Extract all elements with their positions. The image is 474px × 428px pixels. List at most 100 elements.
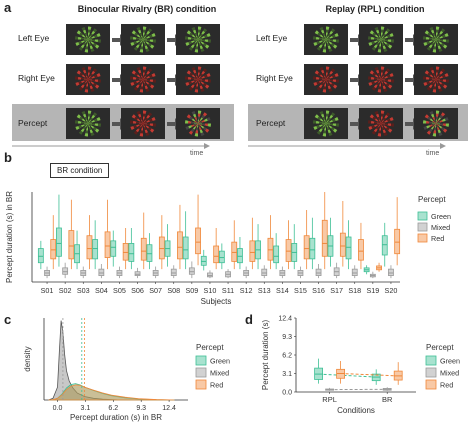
x-tick-label: S15 xyxy=(294,286,307,295)
stimulus-segment xyxy=(198,39,202,41)
stimulus-segment xyxy=(195,123,198,127)
stimulus-segment xyxy=(198,79,202,83)
box xyxy=(358,239,364,261)
x-tick-label: S03 xyxy=(77,286,90,295)
rpl-stimulus-tile-graphic xyxy=(368,110,394,137)
box xyxy=(381,235,388,256)
stimulus-segment xyxy=(326,123,330,127)
rpl-row-label-percept: Percept xyxy=(256,117,286,128)
stimulus-segment xyxy=(88,79,92,83)
legend-item: Mixed xyxy=(431,223,450,232)
stimulus-segment xyxy=(434,119,436,124)
br-stimulus-tile xyxy=(121,24,165,55)
y-axis-label: Percept duration (s) xyxy=(261,320,270,391)
box xyxy=(104,231,111,258)
box xyxy=(339,232,346,257)
box xyxy=(261,268,268,276)
stimulus-segment xyxy=(434,75,436,80)
stimulus-segment xyxy=(381,39,385,41)
stimulus-segment xyxy=(377,76,381,80)
rpl-stimulus-tile xyxy=(414,24,458,55)
box xyxy=(68,230,75,260)
panel-a-label: a xyxy=(4,0,12,15)
stimulus-segment xyxy=(432,39,436,42)
stimulus-segment xyxy=(377,79,381,82)
box xyxy=(394,228,401,255)
stimulus-segment xyxy=(377,122,381,124)
br-stimulus-tile xyxy=(66,64,110,95)
stimulus-segment xyxy=(323,123,326,127)
x-tick-label: S04 xyxy=(95,286,108,295)
legend-swatch xyxy=(425,379,437,390)
stimulus-segment xyxy=(381,119,383,124)
box xyxy=(188,267,195,275)
stimulus-segment xyxy=(198,76,201,80)
stimulus-segment xyxy=(141,119,143,124)
y-tick-label: 9.3 xyxy=(282,334,292,341)
stimulus-segment xyxy=(88,75,90,80)
stimulus-segment xyxy=(379,35,381,40)
box xyxy=(50,239,57,260)
legend-swatch xyxy=(195,355,207,366)
stimulus-segment xyxy=(436,37,440,40)
stimulus-segment xyxy=(198,123,202,127)
legend-title: Percept xyxy=(196,343,224,352)
stimulus-segment xyxy=(432,120,436,124)
x-tick-label: S12 xyxy=(240,286,253,295)
br-row-label-percept: Percept xyxy=(18,117,48,128)
box xyxy=(351,268,358,276)
stimulus-segment xyxy=(88,119,90,124)
br-stimulus-tile-graphic xyxy=(75,66,101,93)
x-tick-label: S11 xyxy=(222,286,234,295)
stimulus-segment xyxy=(381,36,384,40)
stimulus-segment xyxy=(139,36,143,40)
stimulus-segment xyxy=(326,75,328,80)
stimulus-segment xyxy=(381,77,385,80)
stimulus-segment xyxy=(143,123,147,127)
br-stimulus-tile-graphic xyxy=(185,66,211,93)
stimulus-segment xyxy=(198,79,202,81)
stimulus-segment xyxy=(322,123,326,126)
x-tick-label: S19 xyxy=(366,286,379,295)
stimulus-segment xyxy=(143,36,146,40)
box xyxy=(303,235,310,260)
stimulus-segment xyxy=(139,79,143,82)
stimulus-segment xyxy=(326,123,330,125)
stimulus-segment xyxy=(379,39,381,44)
legend-swatch xyxy=(195,379,207,390)
br-stimulus-tile-graphic xyxy=(75,26,101,53)
box xyxy=(56,227,62,257)
br-stimulus-tile xyxy=(121,64,165,95)
x-tick-label: S13 xyxy=(258,286,271,295)
stimulus-segment xyxy=(198,36,201,40)
br-stimulus-tile xyxy=(66,108,110,139)
rpl-stimulus-tile-graphic xyxy=(313,66,339,93)
box xyxy=(182,236,189,260)
stimulus-segment xyxy=(381,123,385,127)
stimulus-segment xyxy=(84,36,88,40)
x-tick-label: S17 xyxy=(330,286,343,295)
stimulus-segment xyxy=(436,119,438,124)
stimulus-segment xyxy=(88,77,92,80)
rpl-stimulus-tile xyxy=(414,108,458,139)
br-stimulus-tile xyxy=(176,108,220,139)
y-tick-label: 6.2 xyxy=(282,353,292,360)
stimulus-segment xyxy=(143,123,145,128)
stimulus-segment xyxy=(88,79,90,84)
stimulus-segment xyxy=(322,38,326,40)
stimulus-segment xyxy=(377,123,381,126)
stimulus-segment xyxy=(381,76,384,80)
rpl-row-label-right-eye: Right Eye xyxy=(256,72,293,83)
stimulus-segment xyxy=(436,123,440,127)
stimulus-segment xyxy=(436,120,439,124)
br-stimulus-tile-graphic xyxy=(130,110,156,137)
x-axis-label: Subjects xyxy=(201,297,232,306)
box xyxy=(98,268,105,276)
box xyxy=(62,267,69,275)
box xyxy=(267,237,274,261)
box xyxy=(207,272,213,278)
stimulus-segment xyxy=(143,76,146,80)
stimulus-segment xyxy=(143,37,147,40)
stimulus-segment xyxy=(196,119,198,124)
legend-item: Mixed xyxy=(210,369,229,378)
